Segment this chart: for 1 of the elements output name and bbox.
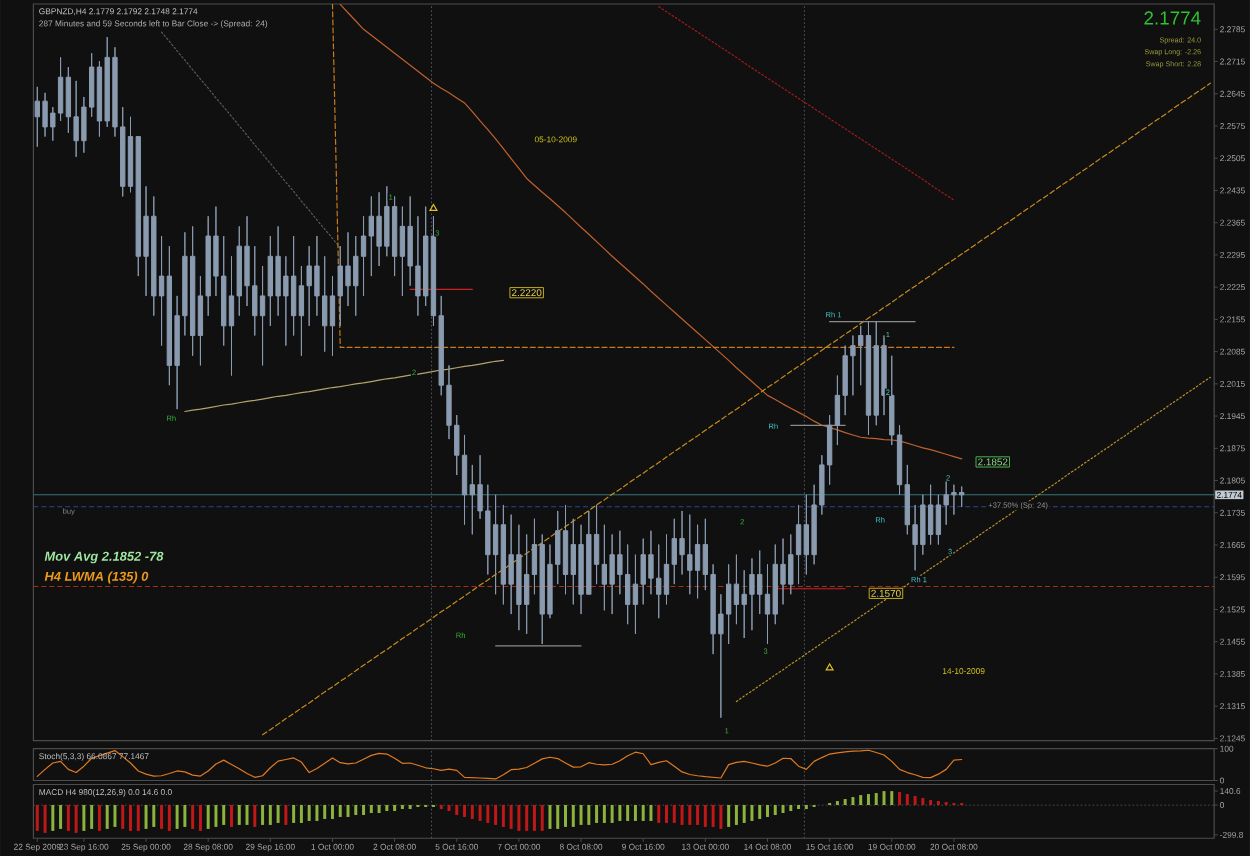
annotation: 2.1774 (1144, 11, 1201, 25)
